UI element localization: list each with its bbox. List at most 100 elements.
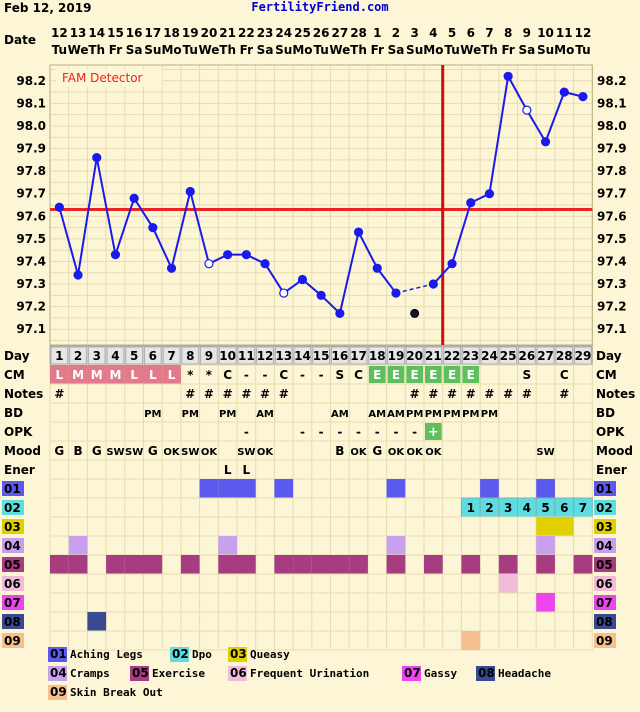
symptom-cell — [536, 536, 555, 555]
legend-swatch-08 — [476, 666, 495, 681]
y-tick-left: 97.5 — [16, 232, 46, 246]
temp-point — [223, 250, 233, 260]
cm-value: E — [448, 368, 456, 382]
mood-value: SW — [536, 447, 554, 458]
day-cell — [461, 346, 480, 365]
symptom-cell — [573, 555, 593, 574]
bd-value: AM — [256, 409, 274, 420]
symptom-cell — [274, 479, 294, 498]
temp-segment — [264, 263, 285, 294]
temp-point — [447, 259, 457, 269]
temp-segment — [189, 191, 210, 264]
day-cell — [499, 346, 517, 365]
legend-label: Dpo — [192, 648, 212, 661]
bd-value: PM — [182, 409, 199, 420]
temp-point — [148, 222, 158, 233]
cm-cell — [68, 365, 88, 384]
day-number: 16 — [331, 349, 348, 363]
symptom-cell — [424, 555, 443, 574]
symptom-code-box-right — [594, 595, 616, 610]
day-number: 2 — [74, 349, 82, 363]
opk-row-label-left: OPK — [4, 425, 33, 439]
day-cell — [218, 346, 237, 365]
symptom-code-box-left — [2, 538, 24, 553]
cm-value: L — [149, 368, 157, 382]
day-cell — [256, 346, 274, 365]
temp-point — [129, 193, 139, 203]
legend-label: Aching Legs — [70, 648, 143, 661]
temp-segment — [544, 91, 566, 143]
dpo-value: 5 — [541, 501, 549, 515]
temp-point — [522, 105, 532, 115]
notes-value: # — [559, 387, 569, 401]
weekday-label: Th — [350, 43, 367, 57]
y-tick-right: 98.0 — [597, 119, 627, 133]
symptom-cell — [480, 479, 499, 498]
day-cell — [144, 346, 162, 365]
cm-value: E — [467, 368, 475, 382]
cm-value: M — [109, 368, 121, 382]
dpo-value: 4 — [523, 501, 531, 515]
notes-value: # — [466, 387, 476, 401]
weekday-label: We — [68, 43, 89, 57]
legend-code: 08 — [478, 666, 495, 680]
mood-value: G — [372, 444, 382, 458]
y-tick-right: 97.4 — [597, 254, 627, 268]
mood-value: SW — [181, 447, 199, 458]
symptom-code-box-left — [2, 500, 24, 515]
date-label: 10 — [537, 26, 554, 40]
date-label: 17 — [144, 26, 161, 40]
temp-segment — [95, 157, 117, 255]
notes-value: # — [522, 387, 532, 401]
legend-code: 03 — [230, 647, 247, 661]
day-cell — [405, 346, 424, 365]
weekday-label: Mo — [423, 43, 443, 57]
weekday-label: Tu — [183, 43, 198, 57]
mood-value: OK — [201, 447, 219, 458]
temp-point — [428, 279, 438, 289]
day-cell — [518, 346, 536, 365]
notes-value: # — [503, 387, 513, 401]
day-number: 12 — [257, 349, 274, 363]
temperature-series — [50, 65, 593, 345]
y-tick-right: 97.9 — [597, 142, 627, 156]
legend-label: Queasy — [250, 648, 290, 661]
cm-value: L — [130, 368, 138, 382]
mood-value: OK — [407, 447, 425, 458]
day-number: 25 — [500, 349, 517, 363]
y-tick-left: 97.8 — [16, 164, 46, 178]
temp-segment — [338, 231, 360, 314]
weekday-label: Sa — [518, 43, 535, 57]
weekday-label: Fr — [501, 43, 514, 57]
notes-value: # — [447, 387, 457, 401]
date-label: 6 — [467, 26, 475, 40]
weekday-label: Fr — [109, 43, 122, 57]
weekday-label: Tu — [52, 43, 67, 57]
day-number: 24 — [481, 349, 498, 363]
day-cell — [331, 346, 349, 365]
opk-value: - — [337, 425, 342, 439]
y-tick-left: 97.9 — [16, 142, 46, 156]
legend-code: 09 — [50, 685, 67, 699]
temp-point — [92, 152, 102, 163]
temp-point — [185, 186, 195, 197]
symptom-code-box-right — [594, 481, 616, 496]
symptom-code-box-right — [594, 614, 616, 629]
day-cell — [443, 346, 461, 365]
legend-swatch-02 — [170, 647, 189, 662]
weekday-label: Tu — [575, 43, 590, 57]
y-tick-right: 97.7 — [597, 187, 627, 201]
cm-cell — [162, 365, 181, 384]
weekday-label: Fr — [371, 43, 384, 57]
symptom-cell — [199, 479, 219, 498]
y-tick-right: 97.3 — [597, 277, 627, 291]
mood-value: SW — [237, 447, 255, 458]
cm-value: E — [429, 368, 437, 382]
legend-label: Cramps — [70, 667, 110, 680]
cm-value: L — [56, 368, 64, 382]
notes-row-label-right: Notes — [596, 387, 635, 401]
mood-value: OK — [388, 447, 406, 458]
temp-segment — [77, 157, 98, 276]
date-label: 12 — [575, 26, 592, 40]
day-cell — [536, 346, 555, 365]
